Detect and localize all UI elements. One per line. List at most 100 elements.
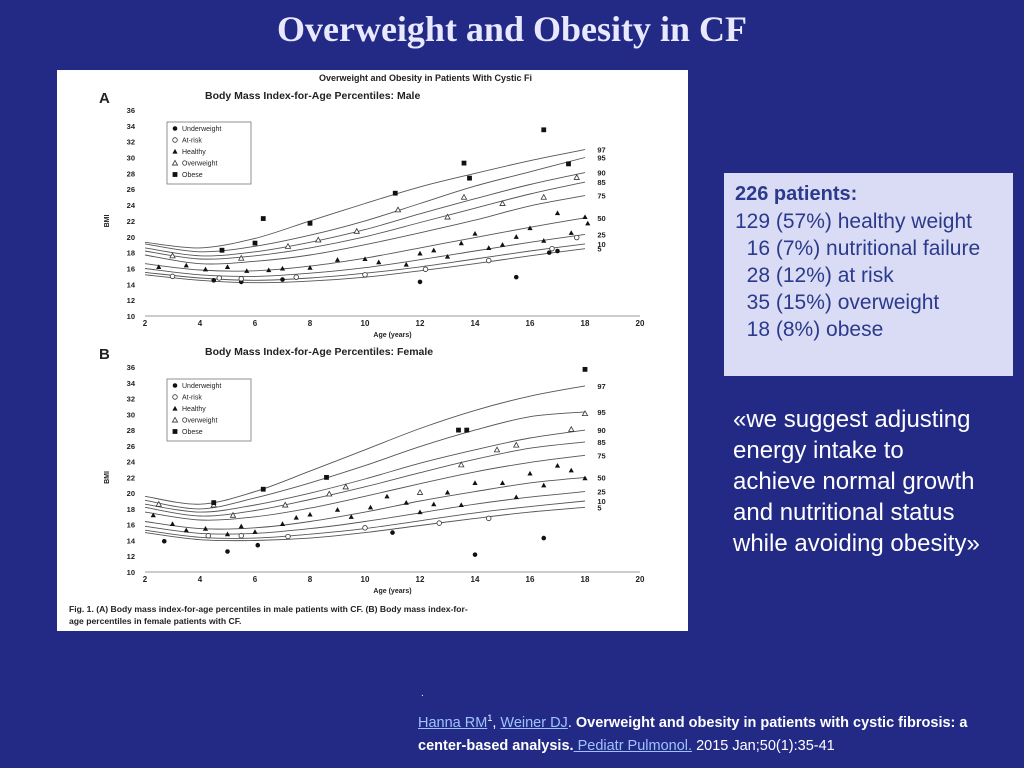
reference-volume: 2015 Jan;50(1):35-41 [692,737,835,754]
legend-marker [172,137,178,143]
data-point-overweight [169,252,176,259]
chart-panel-male: A Body Mass Index-for-Age Percentiles: Ma… [99,90,645,339]
x-tick-label: 2 [143,319,148,328]
panel-letter: B [99,346,110,363]
percentile-label: 50 [597,473,605,482]
percentile-curve-97 [144,149,586,249]
percentile-label: 95 [597,154,605,163]
y-axis-label: BMI [104,215,111,228]
percentile-label: 95 [597,408,605,417]
stats-line-nutritional-failure: 16 (7%) nutritional failure [735,237,981,260]
stats-line-at-risk: 28 (12%) at risk [735,264,894,287]
data-point-healthy [307,265,313,270]
data-point-obese [582,366,588,372]
percentile-label: 85 [597,178,605,187]
legend-marker [172,429,178,434]
legend-marker [172,172,178,177]
data-point-at-risk [362,272,368,278]
data-point-overweight [581,410,589,416]
data-point-at-risk [574,234,580,241]
data-point-overweight [499,200,506,206]
data-point-at-risk [205,533,211,539]
data-point-healthy [444,489,451,495]
author-link-hanna[interactable]: Hanna RM [418,714,488,731]
percentile-label: 97 [597,382,605,391]
data-point-obese [392,190,398,196]
data-point-obese [461,160,467,166]
data-point-healthy [362,256,368,262]
legend-label: At-risk [182,138,202,145]
y-tick-label: 36 [127,363,135,372]
x-tick-label: 16 [526,319,535,328]
data-point-healthy [169,521,176,526]
data-point-at-risk [486,257,492,264]
percentile-curve-90 [144,172,586,257]
data-point-healthy [224,264,231,269]
author-link-weiner[interactable]: Weiner DJ [500,714,568,731]
journal-link[interactable]: Pediatr Pulmonol. [573,737,693,754]
legend-marker [172,394,178,400]
data-point-underweight [225,549,230,554]
legend-label: Underweight [182,383,221,390]
data-point-obese [541,127,547,133]
stats-heading: 226 patients: [735,183,858,205]
data-point-underweight [417,279,423,285]
data-point-healthy [486,245,492,250]
slide-title: Overweight and Obesity in CF [276,9,747,49]
y-tick-label: 28 [127,169,135,178]
y-tick-label: 18 [127,249,135,258]
x-tick-label: 20 [636,575,645,584]
percentile-curve-5 [144,248,586,284]
y-tick-label: 24 [127,201,136,210]
legend-label: Obese [182,429,203,436]
data-point-healthy [334,507,341,512]
percentile-label: 25 [597,230,605,239]
legend-label: Underweight [182,126,221,133]
data-point-healthy [244,268,250,273]
y-tick-label: 14 [127,536,136,545]
data-point-healthy [513,494,519,500]
x-tick-label: 14 [471,319,480,328]
data-point-obese [307,220,313,226]
data-point-overweight [416,488,424,495]
data-point-at-risk [549,245,555,252]
data-point-healthy [527,470,533,476]
data-point-underweight [541,535,547,541]
legend-marker [172,148,178,154]
data-point-healthy [202,526,209,531]
data-point-obese [219,247,225,253]
data-point-healthy [458,240,464,246]
y-tick-label: 12 [127,296,135,305]
percentile-label: 75 [597,451,605,460]
data-point-healthy [472,480,478,485]
reference-separator-1: , [492,714,501,731]
percentile-label: 5 [597,245,601,254]
data-point-healthy [252,529,258,534]
data-point-at-risk [169,273,176,280]
percentile-label: 10 [597,240,605,249]
chart-title: Body Mass Index-for-Age Percentiles: Fem… [205,346,433,358]
data-point-healthy [554,462,561,468]
data-point-healthy [444,253,451,259]
data-point-healthy [541,482,547,488]
panel-letter: A [99,90,110,107]
data-point-overweight [155,500,163,507]
data-point-overweight [540,193,548,200]
data-point-healthy [224,531,231,537]
data-point-underweight [390,530,395,535]
x-tick-label: 14 [471,575,480,584]
data-point-underweight [255,542,261,548]
legend-label: Healthy [182,149,206,156]
data-point-overweight [573,173,581,180]
data-point-healthy [585,220,591,226]
x-tick-label: 16 [526,575,535,584]
x-tick-label: 20 [636,319,645,328]
data-point-healthy [513,234,519,239]
data-point-obese [252,240,258,246]
data-point-healthy [279,265,286,271]
legend-label: Obese [182,172,203,179]
data-point-healthy [279,521,286,526]
x-tick-label: 18 [581,575,590,584]
figure-caption-line-2: age percentiles in female patients with … [69,616,241,626]
y-tick-label: 18 [127,505,135,514]
